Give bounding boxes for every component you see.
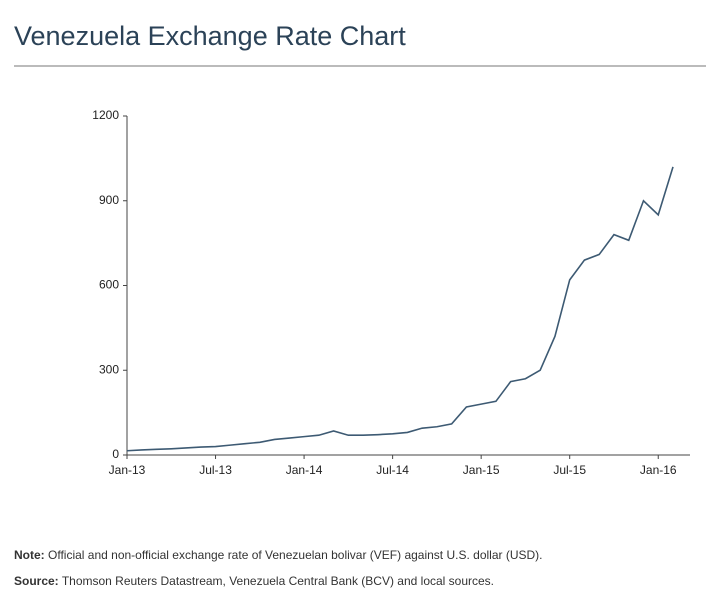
chart-title: Venezuela Exchange Rate Chart <box>14 21 406 51</box>
note-label: Note: <box>14 548 45 562</box>
y-tick-label: 600 <box>99 278 119 292</box>
source-text: Thomson Reuters Datastream, Venezuela Ce… <box>61 574 495 588</box>
x-tick-label: Jul-13 <box>199 463 232 477</box>
y-tick-label: 1200 <box>92 108 119 122</box>
note: Note: Official and non-official exchange… <box>14 548 543 562</box>
note-text: Official and non-official exchange rate … <box>48 548 543 562</box>
x-tick-label: Jan-13 <box>109 463 146 477</box>
y-tick-label: 300 <box>99 362 119 376</box>
x-tick-label: Jul-14 <box>376 463 409 477</box>
source-label: Source: <box>14 574 59 588</box>
x-tick-label: Jul-15 <box>553 463 586 477</box>
line-series <box>126 166 674 452</box>
y-tick-label: 900 <box>99 193 119 207</box>
x-tick-label: Jan-15 <box>463 463 500 477</box>
y-tick-label: 0 <box>112 447 119 461</box>
x-tick-label: Jan-14 <box>286 463 323 477</box>
x-tick-label: Jan-16 <box>640 463 677 477</box>
source: Source: Thomson Reuters Datastream, Vene… <box>14 574 494 588</box>
